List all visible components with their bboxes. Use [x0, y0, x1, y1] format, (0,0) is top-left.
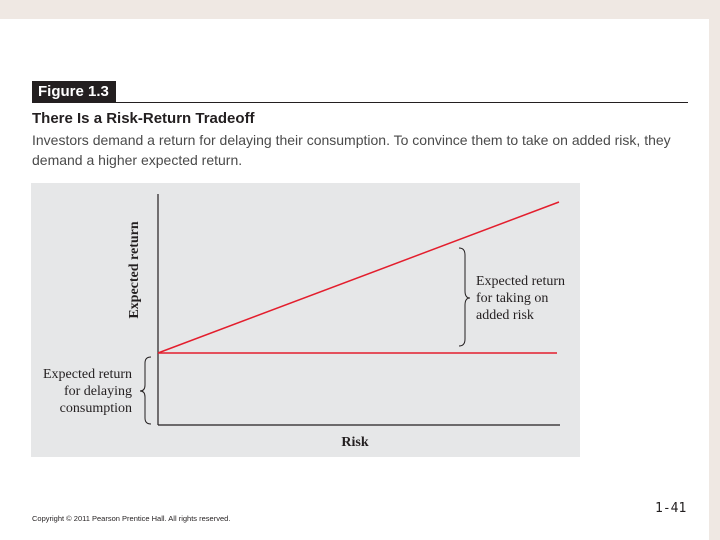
figure-rule: [32, 102, 688, 103]
figure-caption: Investors demand a return for delaying t…: [32, 132, 671, 168]
right-brace: [458, 247, 471, 347]
copyright-notice: Copyright © 2011 Pearson Prentice Hall. …: [32, 514, 231, 523]
risk-return-tradeoff-line: [157, 201, 560, 354]
figure-label: Figure 1.3: [32, 81, 116, 103]
page-number: 1-41: [655, 501, 687, 516]
left-annotation-line-2: for delaying: [64, 384, 132, 399]
left-brace: [139, 356, 152, 425]
right-annotation-line-2: for taking on: [476, 291, 548, 306]
right-annotation-line-3: added risk: [476, 308, 534, 323]
left-annotation-line-1: Expected return: [43, 367, 132, 382]
left-annotation-line-3: consumption: [60, 401, 132, 416]
right-annotation-line-1: Expected return: [476, 274, 565, 289]
figure-title: There Is a Risk-Return Tradeoff: [32, 110, 255, 127]
x-axis-label: Risk: [341, 435, 368, 450]
y-axis-label: Expected return: [127, 221, 142, 319]
